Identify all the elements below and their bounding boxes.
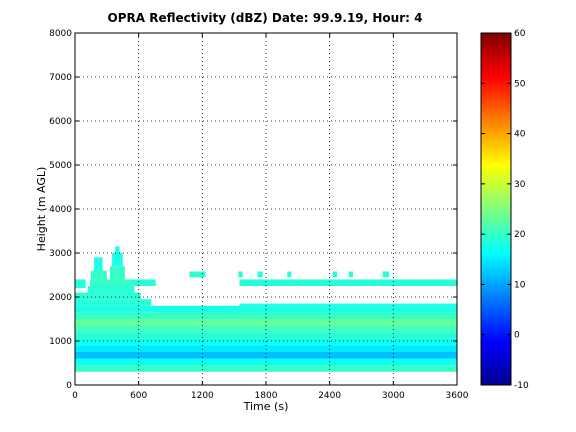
colorbar-tick-label: 0 xyxy=(514,331,520,341)
y-tick-label: 3000 xyxy=(49,249,72,259)
x-axis-label: Time (s) xyxy=(243,400,289,413)
colorbar-tick-label: 20 xyxy=(514,230,526,240)
heatmap-cell xyxy=(75,325,457,333)
heatmap-cell xyxy=(332,271,338,278)
heatmap-cell xyxy=(87,286,135,293)
y-tick-label: 8000 xyxy=(49,29,72,39)
x-tick-label: 0 xyxy=(72,391,78,401)
heatmap-cell xyxy=(75,299,152,306)
y-tick-label: 0 xyxy=(66,381,72,391)
heatmap-cell xyxy=(257,271,263,278)
colorbar-tick-label: -10 xyxy=(514,381,529,391)
grid-lines xyxy=(75,33,457,385)
heatmap-cell xyxy=(130,279,156,286)
colorbar: -10 0 10 20 30 40 50 60 xyxy=(480,29,529,391)
colorbar-ticks: -10 0 10 20 30 40 50 60 xyxy=(481,29,529,391)
heatmap-cell xyxy=(110,266,125,280)
heatmap-cell xyxy=(239,303,457,306)
plot-area: 0 600 1200 1800 2400 3000 3600 0 1000 2000 3000 40… xyxy=(49,29,469,401)
heatmap-cell xyxy=(75,352,457,359)
y-tick-label: 7000 xyxy=(49,73,72,83)
heatmap-cell xyxy=(75,345,457,352)
colorbar-tick-label: 40 xyxy=(514,130,526,140)
y-tick-label: 1000 xyxy=(49,337,72,347)
y-ticks: 0 1000 2000 3000 4000 5000 6000 7000 8000 xyxy=(49,29,457,391)
heatmap-cell xyxy=(238,271,243,278)
heatmap-cell xyxy=(94,257,103,271)
heatmap-cell xyxy=(382,271,390,278)
x-ticks: 0 600 1200 1800 2400 3000 3600 xyxy=(72,33,469,401)
y-tick-label: 6000 xyxy=(49,117,72,127)
x-tick-label: 3000 xyxy=(382,391,405,401)
y-axis-label: Height (m AGL) xyxy=(35,167,48,252)
heatmap-cell xyxy=(287,271,292,278)
heatmap-cell xyxy=(115,246,120,253)
heatmap-cell xyxy=(189,271,206,278)
colorbar-tick-label: 30 xyxy=(514,180,526,190)
x-tick-label: 1800 xyxy=(255,391,278,401)
heatmap-cell xyxy=(75,332,457,339)
y-tick-label: 4000 xyxy=(49,205,72,215)
colorbar-gradient xyxy=(480,32,512,386)
heatmap-cell xyxy=(75,292,141,300)
heatmap-cell xyxy=(75,338,457,346)
colorbar-tick-label: 10 xyxy=(514,280,526,290)
y-tick-label: 5000 xyxy=(49,161,72,171)
y-tick-label: 2000 xyxy=(49,293,72,303)
colorbar-tick-label: 50 xyxy=(514,79,526,89)
x-tick-label: 3600 xyxy=(446,391,469,401)
x-tick-label: 1200 xyxy=(191,391,214,401)
heatmap-cell xyxy=(89,279,131,286)
heatmap-cell xyxy=(75,279,86,289)
heatmap-cell xyxy=(348,271,354,278)
x-tick-label: 600 xyxy=(130,391,147,401)
heatmap-cell xyxy=(112,253,123,267)
heatmap-cell xyxy=(75,319,457,326)
heatmap-cell xyxy=(75,312,457,319)
x-tick-label: 2400 xyxy=(318,391,341,401)
colorbar-tick-label: 60 xyxy=(514,29,526,39)
heatmap-cell xyxy=(75,365,457,372)
chart-title: OPRA Reflectivity (dBZ) Date: 99.9.19, H… xyxy=(108,11,423,25)
heatmap-cell xyxy=(90,270,107,280)
heatmap-cell xyxy=(239,279,457,286)
